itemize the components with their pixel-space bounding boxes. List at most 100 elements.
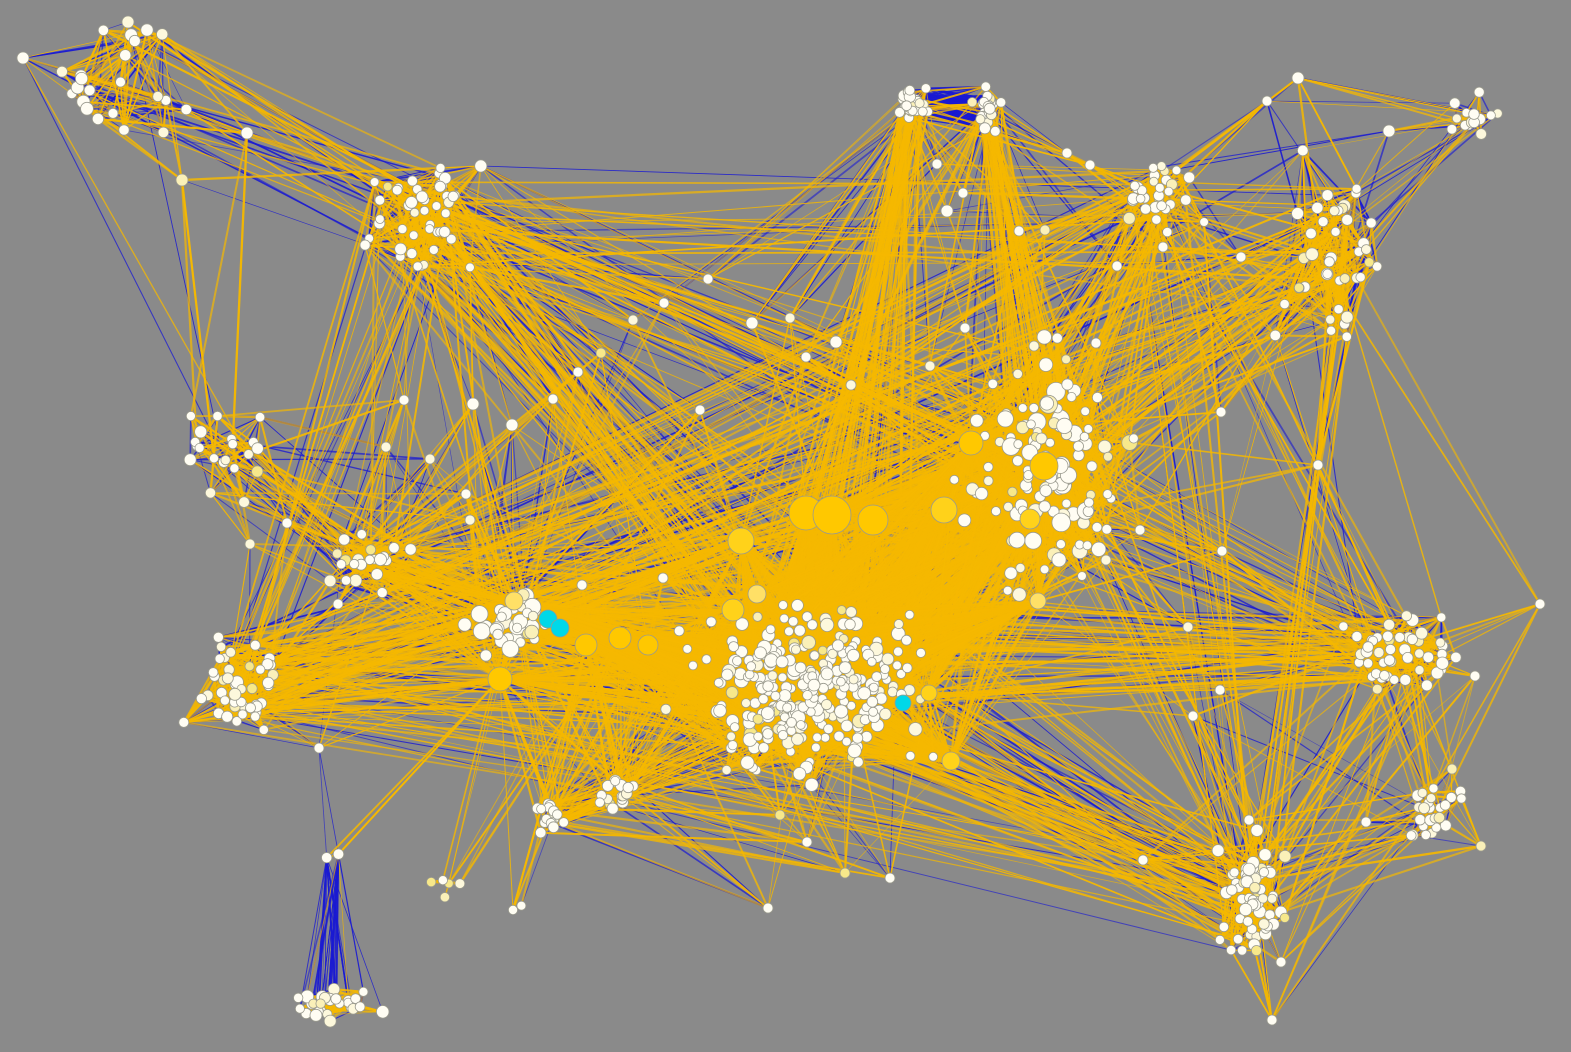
graph-node[interactable] — [1275, 956, 1287, 968]
graph-node[interactable] — [744, 669, 755, 680]
graph-node[interactable] — [969, 413, 984, 428]
graph-node[interactable] — [1325, 314, 1336, 325]
graph-node[interactable] — [1323, 256, 1335, 268]
graph-node[interactable] — [435, 162, 446, 173]
graph-node[interactable] — [838, 661, 852, 675]
graph-node[interactable] — [779, 712, 790, 722]
graph-node[interactable] — [1414, 814, 1426, 826]
graph-node[interactable] — [194, 442, 205, 453]
graph-node[interactable] — [97, 24, 110, 36]
graph-node[interactable] — [778, 600, 788, 610]
graph-node[interactable] — [1038, 500, 1051, 513]
graph-node[interactable] — [1055, 539, 1066, 550]
graph-node[interactable] — [732, 655, 743, 666]
graph-node[interactable] — [1024, 531, 1042, 550]
graph-node[interactable] — [246, 683, 258, 695]
graph-node[interactable] — [356, 529, 367, 540]
graph-node[interactable] — [1004, 566, 1018, 580]
graph-node[interactable] — [777, 672, 788, 683]
graph-node[interactable] — [1251, 945, 1263, 957]
graph-node[interactable] — [229, 463, 240, 474]
graph-node[interactable] — [258, 724, 269, 735]
graph-node[interactable] — [1103, 451, 1113, 462]
graph-node[interactable] — [852, 756, 864, 768]
graph-node[interactable] — [784, 312, 796, 324]
graph-node[interactable] — [1242, 862, 1256, 876]
graph-node[interactable] — [454, 878, 466, 889]
graph-node[interactable] — [1305, 227, 1317, 240]
graph-node[interactable] — [1249, 881, 1261, 894]
graph-node[interactable] — [249, 639, 261, 651]
graph-node[interactable] — [293, 992, 304, 1003]
graph-node[interactable] — [1039, 564, 1050, 575]
graph-node[interactable] — [315, 998, 326, 1009]
graph-node[interactable] — [774, 809, 786, 821]
graph-node[interactable] — [657, 572, 669, 584]
graph-node[interactable] — [1365, 217, 1377, 229]
graph-node[interactable] — [1258, 867, 1270, 878]
graph-node[interactable] — [758, 742, 770, 754]
graph-node[interactable] — [236, 696, 247, 708]
graph-node[interactable] — [1468, 108, 1480, 120]
graph-node[interactable] — [349, 574, 363, 588]
graph-node[interactable] — [340, 575, 352, 586]
graph-node[interactable] — [705, 616, 717, 628]
graph-node[interactable] — [243, 449, 254, 460]
graph-node[interactable] — [778, 689, 792, 702]
graph-node[interactable] — [1028, 402, 1039, 414]
graph-node[interactable] — [1421, 679, 1433, 692]
graph-node[interactable] — [406, 175, 418, 187]
graph-node[interactable] — [866, 656, 877, 667]
graph-node[interactable] — [817, 645, 828, 656]
graph-node[interactable] — [572, 366, 584, 378]
graph-node[interactable] — [834, 704, 849, 719]
graph-node[interactable] — [1420, 829, 1431, 841]
graph-node[interactable] — [1428, 783, 1439, 794]
graph-node[interactable] — [844, 618, 856, 631]
graph-node[interactable] — [1435, 637, 1446, 648]
graph-node[interactable] — [1279, 912, 1290, 923]
graph-node[interactable] — [332, 598, 344, 610]
graph-node[interactable] — [404, 543, 417, 556]
graph-node[interactable] — [840, 719, 854, 733]
graph-node[interactable] — [221, 710, 234, 723]
graph-node[interactable] — [505, 418, 519, 432]
graph-node[interactable] — [220, 454, 231, 466]
graph-node[interactable] — [382, 181, 393, 192]
graph-node[interactable] — [1045, 437, 1055, 448]
graph-node[interactable] — [254, 412, 266, 423]
graph-node[interactable] — [1162, 227, 1173, 238]
graph-node[interactable] — [1077, 571, 1087, 581]
graph-node[interactable] — [1389, 674, 1400, 685]
graph-node[interactable] — [804, 777, 819, 792]
graph-node[interactable] — [1214, 684, 1226, 696]
graph-node[interactable] — [1090, 337, 1102, 349]
graph-node[interactable] — [552, 809, 563, 820]
graph-node[interactable] — [1239, 902, 1253, 917]
graph-node[interactable] — [1171, 165, 1182, 176]
graph-node[interactable] — [1122, 211, 1136, 225]
graph-node[interactable] — [281, 517, 293, 529]
graph-node[interactable] — [373, 553, 387, 567]
graph-node[interactable] — [831, 639, 845, 652]
graph-node[interactable] — [848, 674, 859, 685]
graph-node[interactable] — [1097, 439, 1112, 454]
graph-node[interactable] — [321, 852, 333, 864]
graph-node[interactable] — [1266, 1014, 1278, 1026]
graph-node[interactable] — [527, 610, 539, 622]
graph-node[interactable] — [1101, 523, 1113, 535]
graph-node[interactable] — [405, 196, 418, 209]
graph-node[interactable] — [801, 635, 816, 650]
graph-node[interactable] — [245, 702, 256, 714]
graph-node[interactable] — [820, 667, 834, 681]
graph-node[interactable] — [801, 836, 813, 848]
graph-node[interactable] — [1414, 665, 1425, 676]
graph-node[interactable] — [1338, 621, 1349, 632]
graph-node[interactable] — [688, 660, 698, 671]
graph-node[interactable] — [330, 993, 342, 1005]
graph-node[interactable] — [1406, 633, 1418, 645]
graph-node[interactable] — [376, 587, 388, 599]
graph-node[interactable] — [221, 672, 234, 685]
graph-node[interactable] — [975, 114, 986, 125]
graph-node[interactable] — [881, 652, 895, 666]
